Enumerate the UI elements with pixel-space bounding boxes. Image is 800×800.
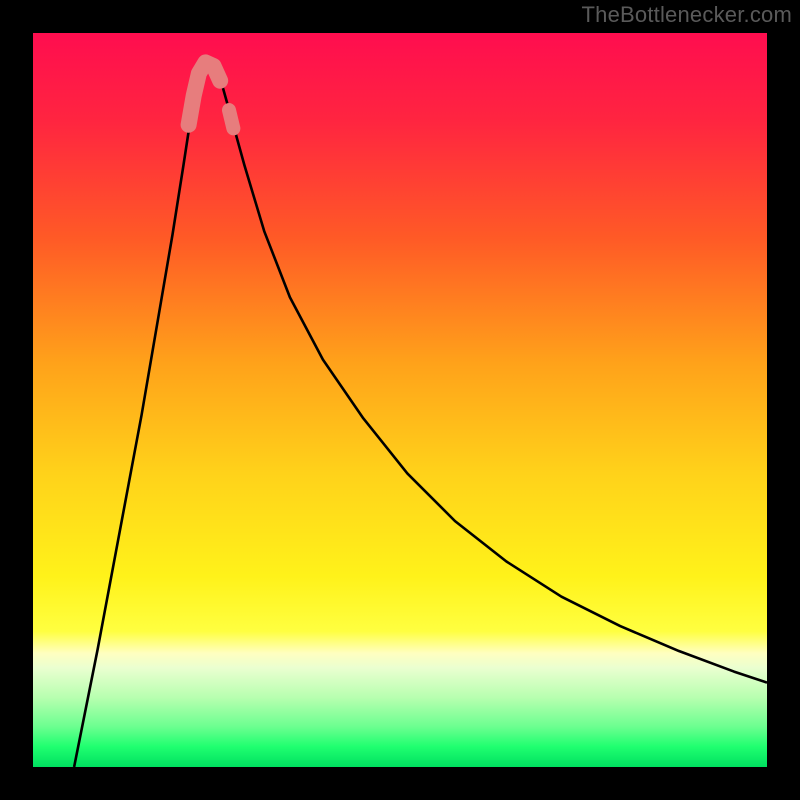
optimal-range-marker-1 bbox=[229, 110, 233, 128]
optimal-range-marker-0 bbox=[189, 62, 221, 124]
chart-frame: TheBottlenecker.com bbox=[0, 0, 800, 800]
plot-area bbox=[33, 33, 767, 767]
bottleneck-curve bbox=[74, 59, 767, 767]
bottleneck-curve-layer bbox=[33, 33, 767, 767]
watermark-text: TheBottlenecker.com bbox=[582, 2, 792, 28]
